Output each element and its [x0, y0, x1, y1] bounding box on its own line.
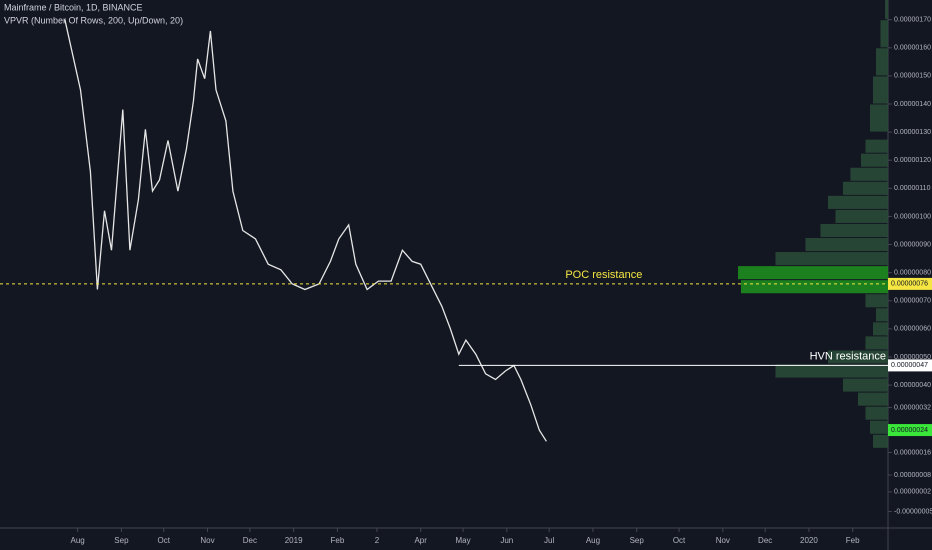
volume-profile-bar	[870, 420, 888, 434]
x-tick-label: 2020	[800, 536, 818, 545]
x-tick-label: Dec	[758, 536, 772, 545]
level-label: POC resistance	[565, 269, 642, 281]
x-tick-label: Nov	[200, 536, 214, 545]
y-tick-label: 0.00000100	[894, 213, 931, 220]
x-tick-label: Oct	[673, 536, 686, 545]
last-price-tag	[888, 424, 932, 437]
x-tick-label: Dec	[243, 536, 257, 545]
volume-profile-bar	[828, 195, 888, 209]
volume-profile-bar	[876, 48, 888, 76]
y-tick-label: 0.00000120	[894, 157, 931, 164]
y-tick-label: 0.00000170	[894, 17, 931, 24]
volume-profile-bar	[865, 406, 888, 420]
y-tick-label: 0.00000032	[894, 404, 931, 411]
y-tick-label: 0.00000002	[894, 489, 931, 496]
level-label: HVN resistance	[810, 350, 886, 362]
volume-profile-bar	[873, 322, 888, 336]
volume-profile-bar	[850, 167, 888, 181]
volume-profile-bar	[828, 350, 888, 364]
y-tick-label: 0.00000160	[894, 45, 931, 52]
volume-profile-bar	[835, 209, 888, 223]
volume-profile-bar	[865, 336, 888, 350]
last-price-label: 0.00000024	[891, 427, 928, 434]
volume-profile-bar	[873, 76, 888, 104]
volume-profile-bar	[741, 280, 888, 294]
x-tick-label: Feb	[331, 536, 345, 545]
y-tick-label: 0.00000040	[894, 382, 931, 389]
volume-profile-bar	[820, 223, 888, 238]
x-tick-label: Sep	[114, 536, 129, 545]
x-tick-label: Jul	[544, 536, 554, 545]
y-tick-label: 0.00000050	[894, 354, 931, 361]
chart-title: Mainframe / Bitcoin, 1D, BINANCE	[4, 2, 143, 12]
volume-profile-bar	[843, 181, 888, 195]
volume-profile-bar	[805, 238, 888, 252]
volume-profile-bar	[885, 0, 888, 20]
y-tick-label: 0.00000070	[894, 298, 931, 305]
price-tag-label: 0.00000047	[891, 362, 928, 369]
y-tick-label: 0.00000016	[894, 449, 931, 456]
price-line	[64, 19, 547, 442]
y-tick-label: 0.00000060	[894, 326, 931, 333]
volume-profile-bar	[775, 364, 888, 378]
price-tag	[888, 277, 932, 290]
volume-profile-bar	[858, 392, 888, 406]
volume-profile-bar	[775, 252, 888, 266]
volume-profile-bar	[880, 20, 888, 48]
y-tick-label: 0.00000008	[894, 472, 931, 479]
volume-profile-bar	[876, 308, 888, 322]
x-tick-label: Oct	[158, 536, 171, 545]
volume-profile-bar	[873, 434, 888, 448]
x-tick-label: 2	[375, 536, 380, 545]
x-tick-label: Apr	[414, 536, 427, 545]
x-tick-label: Feb	[846, 536, 860, 545]
y-tick-label: 0.00000130	[894, 129, 931, 136]
price-tag	[888, 359, 932, 372]
y-tick-label: 0.00000080	[894, 269, 931, 276]
indicator-label: VPVR (Number Of Rows, 200, Up/Down, 20)	[4, 15, 183, 25]
y-tick-label: 0.00000090	[894, 241, 931, 248]
price-tag-label: 0.00000076	[891, 281, 928, 288]
x-tick-label: Aug	[71, 536, 85, 545]
x-tick-label: Nov	[716, 536, 730, 545]
x-tick-label: May	[455, 536, 470, 545]
volume-profile-bar	[870, 104, 888, 132]
y-tick-label: 0.00000110	[894, 185, 931, 192]
x-tick-label: Sep	[630, 536, 645, 545]
volume-profile-bar	[843, 378, 888, 392]
y-tick-label: 0.00000150	[894, 73, 931, 80]
volume-profile-bar	[738, 266, 888, 280]
volume-profile-bar	[865, 294, 888, 308]
x-tick-label: Jun	[500, 536, 513, 545]
y-tick-label: -0.00000005	[894, 508, 932, 515]
x-tick-label: 2019	[285, 536, 303, 545]
volume-profile-bar	[865, 139, 888, 153]
y-tick-label: 0.00000140	[894, 101, 931, 108]
x-tick-label: Aug	[586, 536, 600, 545]
volume-profile-bar	[861, 153, 888, 167]
